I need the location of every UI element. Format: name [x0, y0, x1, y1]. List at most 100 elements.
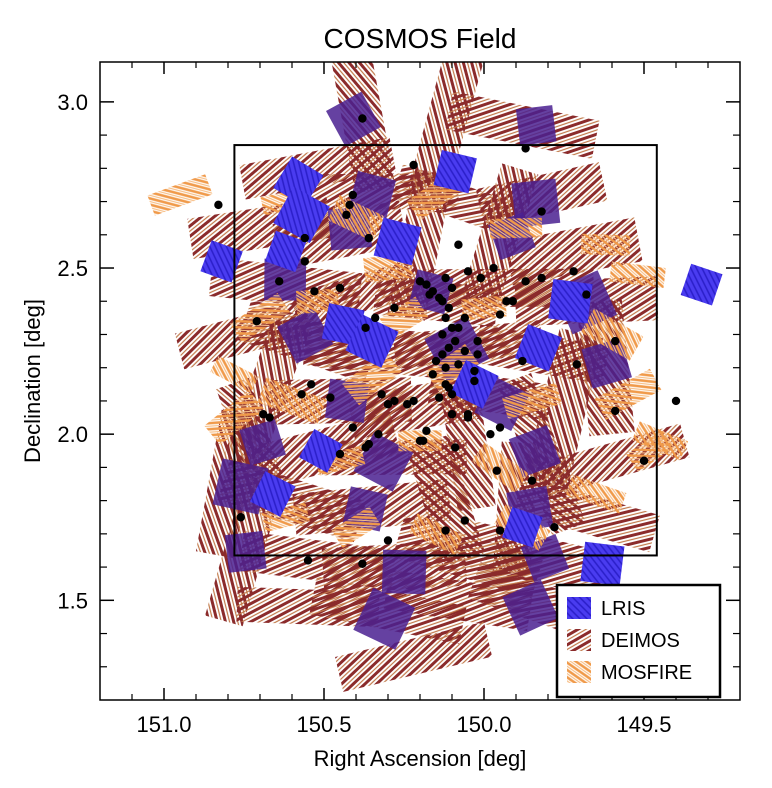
lris-mask [273, 156, 324, 207]
source-point [495, 526, 505, 535]
source-point [428, 287, 437, 296]
mask-overlap [502, 579, 559, 636]
mosfire-mask [609, 261, 666, 288]
source-point [383, 536, 393, 545]
source-point [348, 190, 357, 200]
source-point [415, 277, 425, 286]
mosfire-mask [327, 195, 385, 242]
source-point [441, 273, 450, 283]
lris-mask [273, 186, 330, 244]
x-axis-label: Right Ascension [deg] [314, 746, 527, 771]
lris-mask [580, 541, 625, 586]
source-point [447, 283, 457, 293]
source-point [348, 423, 357, 432]
source-point [470, 376, 479, 386]
mosfire-mask [408, 513, 464, 555]
deimos-mask [335, 621, 493, 692]
source-point [447, 323, 457, 333]
source-point [611, 336, 620, 346]
source-point [460, 346, 469, 356]
lris-masks [200, 149, 723, 586]
source-point [502, 297, 511, 306]
lris-mask [200, 240, 243, 283]
mosfire-mask [425, 343, 479, 392]
x-tick-label: 151.0 [136, 712, 191, 737]
source-point [300, 233, 309, 243]
source-point [431, 356, 441, 366]
source-point [470, 366, 479, 376]
source-point [326, 393, 335, 402]
lris-mask [373, 217, 422, 266]
mask-overlap [508, 425, 561, 478]
mosfire-mask [147, 174, 213, 216]
source-point [236, 513, 245, 522]
source-point [345, 200, 354, 210]
mask-overlap [353, 587, 416, 650]
lris-mask [502, 506, 543, 548]
source-point [454, 360, 463, 369]
source-point [297, 390, 306, 399]
y-axis-label: Declination [deg] [20, 299, 45, 463]
lris-mask [680, 263, 723, 306]
mask-overlap [325, 91, 381, 147]
source-point [451, 336, 460, 346]
lris-mask [514, 324, 563, 372]
source-point [537, 273, 546, 283]
legend-swatch-mosfire [567, 661, 591, 683]
source-point [508, 297, 517, 306]
source-point [521, 277, 530, 286]
source-point [492, 466, 501, 475]
source-point [444, 383, 453, 392]
x-axis: 151.0 150.5 150.0 149.5 [131, 62, 709, 737]
y-tick-label: 2.0 [57, 422, 88, 447]
mosfire-mask [471, 442, 529, 493]
source-point [572, 360, 581, 369]
source-point [265, 413, 274, 422]
mosfire-mask [379, 296, 429, 340]
source-point [463, 410, 473, 419]
source-point [441, 313, 450, 323]
lris-mask [249, 471, 296, 517]
source-point [438, 330, 447, 339]
source-point [569, 267, 578, 276]
legend-label-deimos: DEIMOS [601, 630, 680, 652]
source-point [252, 316, 261, 326]
source-point [371, 313, 380, 323]
source-point [361, 323, 370, 333]
source-point [463, 267, 473, 276]
source-points [214, 114, 681, 568]
source-point [403, 400, 412, 409]
source-point [473, 350, 482, 359]
source-point [454, 323, 463, 333]
source-point [447, 410, 457, 419]
deimos-mask [512, 475, 660, 553]
source-point [460, 313, 469, 323]
legend-label-mosfire: MOSFIRE [601, 662, 692, 684]
source-point [444, 343, 453, 352]
source-point [454, 240, 463, 249]
mosfire-mask [461, 295, 507, 321]
source-point [390, 303, 399, 313]
source-point [639, 456, 649, 465]
mask-overlap [239, 419, 286, 466]
mask-overlap [224, 530, 267, 573]
chart-title: COSMOS Field [324, 23, 517, 54]
source-point [611, 406, 620, 416]
mosfire-mask [342, 350, 402, 406]
source-point [409, 396, 418, 406]
legend-swatch-lris [567, 597, 591, 619]
mosfire-mask [594, 368, 662, 420]
source-point [438, 297, 447, 306]
x-tick-label: 149.5 [616, 712, 671, 737]
source-point [473, 336, 482, 346]
source-point [364, 233, 373, 243]
mask-overlap [277, 307, 334, 364]
source-point [214, 200, 223, 210]
mosfire-mask [261, 502, 310, 533]
mosfire-mask [257, 377, 327, 425]
source-point [447, 390, 457, 399]
source-point [342, 210, 351, 220]
source-point [489, 263, 498, 273]
source-point [358, 114, 367, 123]
source-point [518, 356, 527, 366]
